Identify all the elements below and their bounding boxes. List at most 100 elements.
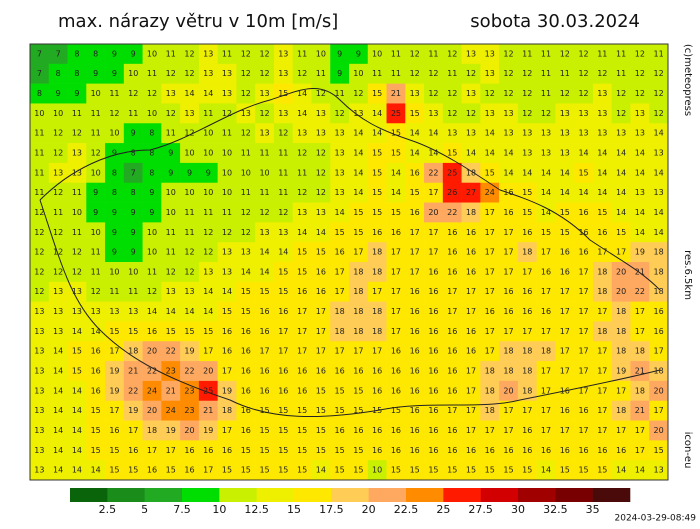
grid-value: 16 — [91, 367, 101, 376]
grid-value: 11 — [391, 49, 401, 58]
grid-cell — [592, 63, 613, 84]
grid-value: 12 — [241, 89, 251, 98]
grid-cell — [480, 83, 500, 104]
grid-cell — [255, 460, 275, 481]
grid-value: 7 — [37, 69, 42, 78]
grid-value: 15 — [72, 367, 82, 376]
grid-value: 14 — [635, 228, 645, 237]
grid-value: 14 — [72, 446, 82, 455]
grid-value: 14 — [654, 228, 664, 237]
grid-value: 15 — [372, 188, 382, 197]
grid-cell — [349, 440, 369, 461]
grid-value: 11 — [203, 208, 213, 217]
grid-cell — [30, 460, 50, 481]
grid-cell — [86, 83, 106, 104]
grid-cell — [292, 143, 312, 164]
grid-value: 17 — [316, 307, 326, 316]
grid-cell — [499, 83, 519, 104]
grid-value: 11 — [91, 109, 101, 118]
grid-value: 11 — [222, 208, 232, 217]
grid-cell — [330, 222, 350, 243]
grid-cell — [424, 440, 444, 461]
grid-cell — [161, 123, 181, 144]
grid-value: 10 — [166, 188, 176, 197]
grid-value: 17 — [616, 248, 626, 257]
grid-cell — [649, 380, 669, 402]
grid-cell — [517, 361, 537, 382]
grid-value: 14 — [184, 89, 194, 98]
grid-value: 17 — [541, 386, 551, 395]
grid-value: 12 — [53, 248, 63, 257]
grid-cell — [649, 460, 669, 481]
grid-value: 17 — [578, 386, 588, 395]
grid-cell — [367, 301, 387, 322]
grid-cell — [367, 281, 387, 302]
grid-value: 8 — [93, 49, 98, 58]
grid-value: 11 — [34, 188, 44, 197]
grid-value: 16 — [503, 446, 513, 455]
grid-value: 11 — [259, 188, 269, 197]
grid-value: 17 — [485, 327, 495, 336]
grid-value: 9 — [187, 168, 192, 177]
grid-value: 14 — [428, 129, 438, 138]
grid-value: 17 — [560, 426, 570, 435]
grid-cell — [123, 440, 143, 461]
grid-value: 17 — [203, 466, 213, 475]
grid-value: 16 — [372, 386, 382, 395]
grid-cell — [649, 321, 669, 342]
grid-cell — [67, 321, 87, 342]
grid-cell — [461, 262, 481, 283]
grid-cell — [574, 182, 594, 203]
grid-cell — [536, 242, 556, 263]
grid-cell — [198, 222, 218, 243]
grid-value: 16 — [335, 248, 345, 257]
grid-value: 16 — [391, 347, 401, 356]
grid-cell — [349, 321, 369, 342]
grid-value: 17 — [109, 347, 119, 356]
grid-value: 16 — [466, 228, 476, 237]
grid-cell — [611, 460, 631, 481]
grid-cell — [255, 182, 275, 203]
grid-cell — [86, 400, 106, 421]
grid-value: 9 — [93, 188, 98, 197]
grid-cell — [48, 242, 68, 263]
grid-cell — [349, 242, 369, 263]
grid-value: 15 — [128, 327, 138, 336]
grid-cell — [461, 321, 481, 342]
grid-cell — [273, 440, 294, 461]
grid-value: 12 — [560, 49, 570, 58]
grid-value: 17 — [597, 367, 607, 376]
grid-cell — [161, 143, 181, 164]
grid-cell — [198, 361, 218, 382]
grid-value: 16 — [222, 327, 232, 336]
grid-cell — [480, 222, 500, 243]
grid-cell — [311, 202, 331, 223]
grid-cell — [236, 301, 256, 322]
grid-cell — [161, 182, 181, 203]
grid-value: 17 — [616, 426, 626, 435]
grid-cell — [30, 301, 50, 322]
grid-value: 7 — [131, 168, 136, 177]
grid-value: 12 — [353, 89, 363, 98]
grid-value: 19 — [166, 426, 176, 435]
grid-value: 12 — [316, 89, 326, 98]
grid-value: 17 — [147, 446, 157, 455]
grid-value: 15 — [353, 386, 363, 395]
grid-cell — [255, 242, 275, 263]
grid-cell — [311, 380, 331, 402]
grid-value: 18 — [522, 386, 532, 395]
grid-cell — [180, 281, 200, 302]
grid-value: 12 — [34, 267, 44, 276]
grid-value: 20 — [654, 426, 664, 435]
grid-cell — [442, 341, 462, 362]
grid-cell — [499, 242, 519, 263]
grid-cell — [30, 123, 50, 144]
grid-cell — [217, 83, 237, 104]
grid-cell — [442, 242, 462, 263]
grid-value: 16 — [372, 426, 382, 435]
grid-value: 12 — [654, 109, 664, 118]
grid-value: 17 — [128, 426, 138, 435]
grid-value: 12 — [72, 267, 82, 276]
grid-cell — [273, 44, 294, 65]
grid-value: 22 — [635, 287, 645, 296]
